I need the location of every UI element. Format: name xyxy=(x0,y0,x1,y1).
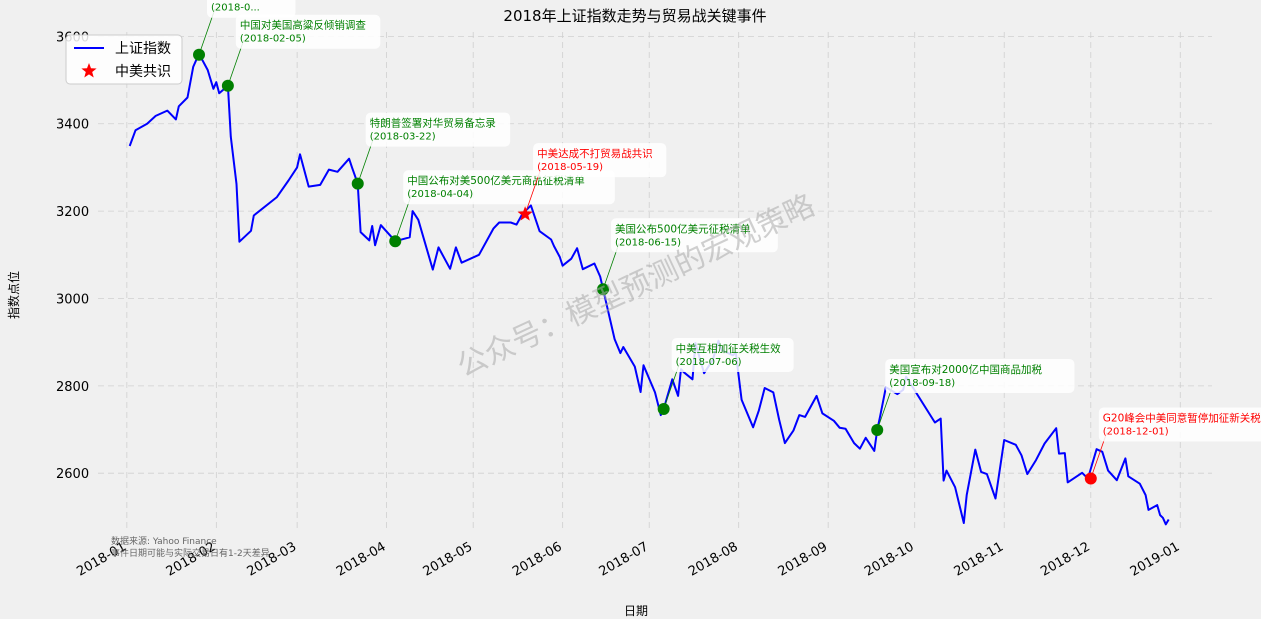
event-label-box xyxy=(533,143,667,178)
event-label-box xyxy=(1098,407,1261,442)
event-date-label: (2018-07-06) xyxy=(676,357,742,368)
event-label: 特朗普签署对华贸易备忘录 xyxy=(370,117,496,130)
event-marker-dot xyxy=(193,48,206,61)
event-annotation: 中国对美国高粱反倾销调查 (2018-02-05) xyxy=(221,14,381,92)
legend-star-marker xyxy=(81,63,97,78)
chart-title: 2018年上证指数走势与贸易战关键事件 xyxy=(503,7,766,25)
y-tick-label: 3200 xyxy=(56,205,89,220)
event-label-box xyxy=(885,358,1075,393)
event-date-label: (2018-0... xyxy=(211,3,260,14)
y-tick-label: 3000 xyxy=(56,292,89,307)
event-marker-dot xyxy=(389,235,402,248)
event-label-box xyxy=(365,112,511,147)
event-label-box xyxy=(235,14,381,49)
event-marker-dot xyxy=(351,177,364,190)
event-annotation: 中美互相加征关税生效 (2018-07-06) xyxy=(657,337,794,415)
source-note-line-1: 数据来源: Yahoo Finance xyxy=(111,535,217,547)
event-marker-dot xyxy=(871,423,884,436)
event-label: 中国对美国高粱反倾销调查 xyxy=(240,19,366,32)
x-axis-label: 日期 xyxy=(624,604,648,618)
event-date-label: (2018-04-04) xyxy=(407,189,473,200)
event-annotation: G20峰会中美同意暂停加征新关税 (2018-12-01) xyxy=(1084,407,1261,485)
event-date-label: (2018-06-15) xyxy=(615,237,681,248)
event-annotation: 美国实施... (2018-0... xyxy=(193,0,296,61)
y-tick-label: 3400 xyxy=(56,118,89,133)
event-label: 中美达成不打贸易战共识 xyxy=(537,147,653,160)
event-label-box xyxy=(207,0,296,18)
grid xyxy=(98,32,1212,530)
event-label: 美国公布500亿美元征税清单 xyxy=(615,222,751,235)
event-date-label: (2018-12-01) xyxy=(1103,426,1169,437)
event-marker-dot xyxy=(1084,472,1097,485)
event-label: 中美互相加征关税生效 xyxy=(676,342,781,355)
legend-label-consensus: 中美共识 xyxy=(115,64,171,80)
event-date-label: (2018-03-22) xyxy=(370,132,436,143)
event-layer: 美国实施... (2018-0... 中国对美国高粱反倾销调查 (2018-02-05… xyxy=(193,0,1261,485)
series-line-shanghai-index xyxy=(128,52,1170,526)
event-marker-dot xyxy=(657,402,670,415)
event-annotation: 中美达成不打贸易战共识 (2018-05-19) xyxy=(517,143,667,221)
event-label-box xyxy=(611,218,778,253)
series-layer xyxy=(128,52,1170,526)
event-marker-star xyxy=(517,206,533,221)
event-annotation: 美国宣布对2000亿中国商品加税 (2018-09-18) xyxy=(871,358,1075,436)
source-note-line-2: 事件日期可能与实际交易日有1-2天差异 xyxy=(111,547,270,559)
event-label: 中国公布对美500亿美元商品征税清单 xyxy=(407,174,585,187)
event-annotation: 美国公布500亿美元征税清单 (2018-06-15) xyxy=(597,218,778,296)
event-date-label: (2018-05-19) xyxy=(537,162,603,173)
event-label-box xyxy=(403,170,615,205)
source-note: 数据来源: Yahoo Finance 事件日期可能与实际交易日有1-2天差异 xyxy=(111,535,270,559)
event-label-box xyxy=(671,337,794,372)
event-annotation: 中国公布对美500亿美元商品征税清单 (2018-04-04) xyxy=(389,170,615,248)
event-annotation: 特朗普签署对华贸易备忘录 (2018-03-22) xyxy=(351,112,511,190)
y-axis-label: 指数点位 xyxy=(6,271,21,319)
event-date-label: (2018-09-18) xyxy=(889,378,955,389)
y-tick-label: 2800 xyxy=(56,380,89,395)
event-label: 美国实施... xyxy=(211,0,263,1)
event-date-label: (2018-02-05) xyxy=(240,34,306,45)
y-tick-label: 2600 xyxy=(56,467,89,482)
legend-label-index: 上证指数 xyxy=(115,41,171,57)
event-marker-dot xyxy=(597,283,610,296)
event-marker-dot xyxy=(221,79,234,92)
event-label: G20峰会中美同意暂停加征新关税 xyxy=(1103,411,1261,424)
legend: 上证指数 中美共识 xyxy=(65,34,183,85)
event-label: 美国宣布对2000亿中国商品加税 xyxy=(889,363,1042,376)
